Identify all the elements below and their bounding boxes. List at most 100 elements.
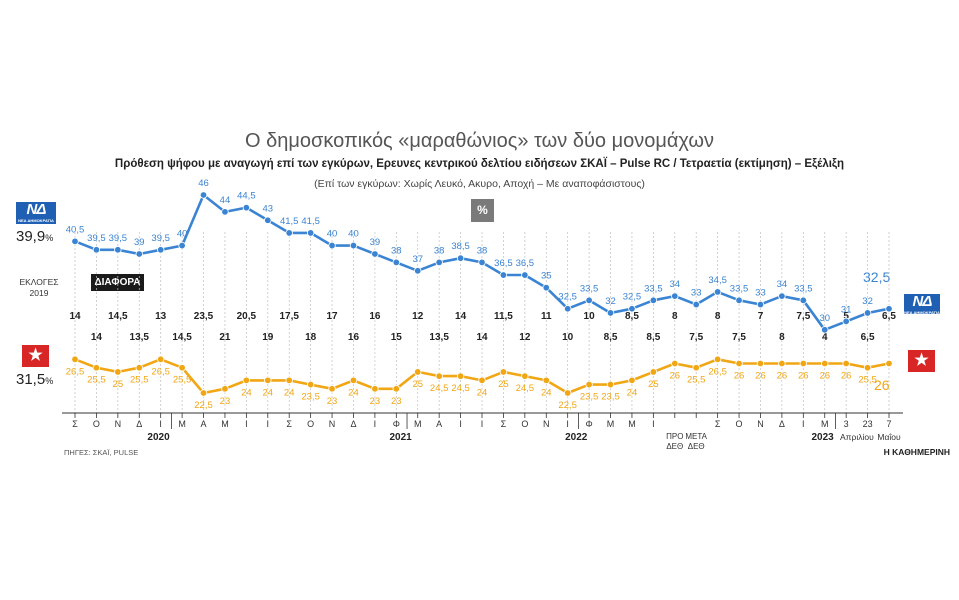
nd-label-7: 44 — [220, 195, 231, 206]
nd-label-19: 38 — [477, 245, 488, 256]
syriza-point-27 — [649, 368, 658, 376]
difference-label-2: 14,5 — [108, 311, 128, 322]
syriza-label-32: 26 — [755, 371, 766, 382]
difference-label-5: 14,5 — [172, 332, 192, 343]
syriza-label-13: 24 — [348, 387, 359, 398]
x-tick-label-13: Δ — [350, 419, 356, 429]
difference-label-6: 23,5 — [194, 311, 214, 322]
nd-label-30: 34,5 — [708, 275, 727, 286]
x-tick-label-28-b: ΔΕΘ — [666, 442, 683, 451]
difference-label-38: 6,5 — [882, 311, 896, 322]
syriza-point-19 — [478, 376, 486, 385]
nd-point-36 — [842, 317, 850, 326]
x-tick-label-5: Μ — [178, 419, 186, 429]
syriza-label-30: 26,5 — [708, 366, 727, 377]
nd-label-35: 30 — [819, 313, 830, 324]
x-tick-label-18: Ι — [459, 419, 462, 429]
difference-label-31: 7,5 — [732, 332, 746, 343]
nd-point-33 — [778, 292, 786, 300]
syriza-point-23 — [563, 389, 572, 397]
syriza-label-4: 26,5 — [151, 366, 170, 377]
x-tick-label-19: Ι — [481, 419, 484, 429]
nd-point-1 — [92, 246, 101, 254]
nd-label-27: 33,5 — [644, 283, 663, 294]
syriza-point-11 — [306, 380, 315, 389]
syriza-point-4 — [156, 355, 165, 363]
syriza-label-2: 25 — [113, 379, 124, 390]
nd-point-10 — [285, 229, 293, 237]
syriza-point-1 — [92, 364, 101, 372]
nd-point-38 — [885, 305, 893, 313]
syriza-point-22 — [542, 376, 550, 385]
syriza-point-35 — [821, 359, 829, 368]
x-tick-label-25: Μ — [607, 419, 615, 429]
syriza-point-17 — [435, 372, 443, 380]
nd-logo-caption: ΝΕΑ ΔΗΜΟΚΡΑΤΙΑ — [18, 218, 54, 223]
nd-point-31 — [735, 296, 743, 305]
difference-label-13: 16 — [348, 332, 360, 343]
difference-label-17: 13,5 — [429, 332, 449, 343]
nd-label-28: 34 — [670, 279, 681, 290]
syriza-label-10: 24 — [284, 387, 295, 398]
nd-label-11: 41,5 — [301, 216, 320, 227]
syriza-point-3 — [135, 364, 143, 372]
nd-label-32: 33 — [755, 288, 766, 299]
x-tick-label-27: Ι — [652, 419, 655, 429]
syriza-point-15 — [392, 385, 401, 393]
nd-point-20 — [499, 271, 508, 279]
syriza-label-1: 25,5 — [87, 375, 106, 386]
syriza-point-7 — [221, 385, 229, 393]
syriza-point-0 — [71, 355, 79, 363]
x-tick-label-17: Α — [436, 419, 442, 429]
x-tick-label-0: Σ — [72, 419, 78, 429]
syriza-point-2 — [114, 368, 122, 376]
difference-label-12: 17 — [326, 311, 338, 322]
syriza-label-17: 24,5 — [430, 383, 449, 394]
x-tick-label-7: Μ — [221, 419, 229, 429]
nd-election-value: 39,9% — [16, 228, 53, 245]
nd-label-10: 41,5 — [280, 216, 299, 227]
syriza-label-27: 25 — [648, 379, 659, 390]
x-tick-label-6: Α — [201, 419, 207, 429]
x-tick-label-10: Σ — [286, 419, 292, 429]
nd-election-unit: % — [45, 233, 54, 243]
syriza-point-25 — [606, 380, 615, 389]
syriza-point-26 — [628, 376, 636, 385]
nd-label-4: 39,5 — [151, 233, 170, 244]
year-label-2020: 2020 — [147, 432, 170, 443]
syriza-point-13 — [349, 376, 358, 385]
nd-end-value: 32,5 — [863, 269, 891, 285]
syriza-label-26: 24 — [627, 387, 638, 398]
nd-label-5: 40 — [177, 229, 188, 240]
x-tick-label-35: Μ — [821, 419, 829, 429]
nd-point-19 — [478, 258, 486, 267]
syriza-point-24 — [585, 380, 593, 389]
difference-label-7: 21 — [219, 332, 231, 343]
difference-label-26: 8,5 — [625, 311, 639, 322]
difference-label-8: 20,5 — [237, 311, 257, 322]
nd-point-11 — [306, 229, 315, 237]
nd-point-16 — [414, 267, 422, 275]
syriza-logo-right: ★ — [908, 350, 935, 372]
nd-label-25: 32 — [605, 296, 616, 307]
chart-title: Ο δημοσκοπικός «μαραθώνιος» των δύο μονο… — [244, 130, 714, 152]
syriza-point-18 — [456, 372, 465, 380]
election-2019-label: ΕΚΛΟΓΕΣ 2019 — [14, 277, 64, 299]
difference-label-1: 14 — [91, 332, 103, 343]
syriza-point-14 — [371, 385, 379, 393]
difference-label-23: 10 — [562, 332, 574, 343]
publisher-credit: Η ΚΑΘΗΜΕΡΙΝΗ — [883, 447, 950, 457]
difference-label-10: 17,5 — [279, 311, 299, 322]
syriza-label-22: 24 — [541, 387, 552, 398]
nd-logo-text-right: ΝΔ — [912, 293, 933, 310]
chart-note: (Επί των εγκύρων: Χωρίς Λευκό, Ακυρο, Απ… — [314, 178, 645, 190]
nd-label-13: 40 — [348, 229, 359, 240]
nd-point-30 — [713, 288, 722, 296]
difference-label-14: 16 — [369, 311, 381, 322]
x-tick-label-22: Ν — [543, 419, 550, 429]
syriza-point-8 — [242, 376, 251, 385]
month-label-april: Απριλίου — [840, 432, 874, 442]
year-label-2022: 2022 — [565, 432, 588, 443]
nd-point-34 — [799, 296, 808, 305]
